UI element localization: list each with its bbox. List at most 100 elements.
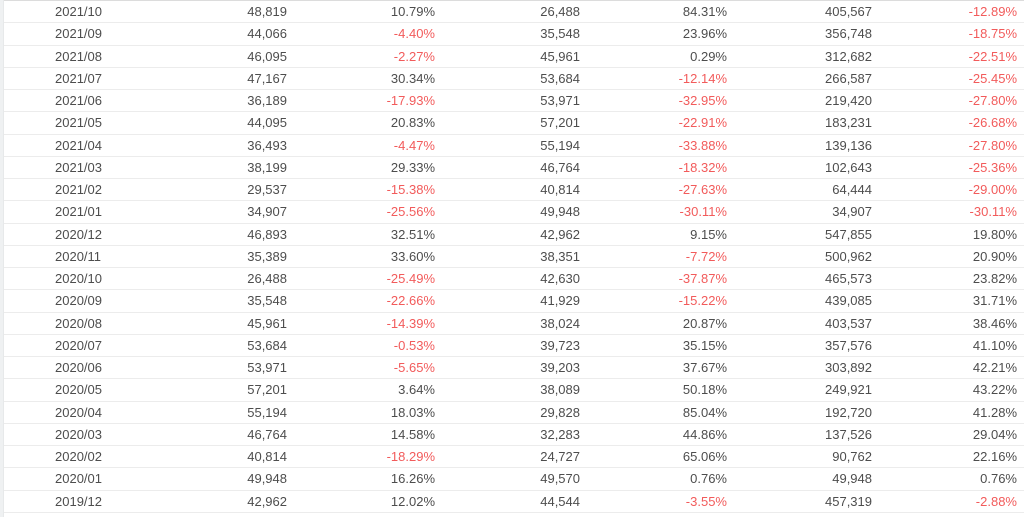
value3-cell: 192,720 <box>825 404 872 420</box>
value2-cell: 32,283 <box>540 426 580 442</box>
value1-cell: 53,971 <box>247 360 287 376</box>
month-cell: 2021/02 <box>55 182 102 198</box>
value2-cell: 42,962 <box>540 226 580 242</box>
value2-cell: 55,194 <box>540 137 580 153</box>
monthly-data-table: 2021/10 48,819 10.79% 26,488 84.31% 405,… <box>4 0 1024 513</box>
value1-cell: 55,194 <box>247 404 287 420</box>
pct3-cell: 31.71% <box>972 293 1017 309</box>
table-row: 2020/04 55,194 18.03% 29,828 85.04% 192,… <box>4 401 1024 424</box>
pct2-cell: -37.87% <box>678 271 727 287</box>
pct1-cell: -15.38% <box>386 182 435 198</box>
value3-cell: 312,682 <box>825 48 872 64</box>
value3-cell: 102,643 <box>825 159 872 175</box>
value1-cell: 45,961 <box>247 315 287 331</box>
pct1-cell: 33.60% <box>390 248 435 264</box>
month-cell: 2020/07 <box>55 337 102 353</box>
value3-cell: 405,567 <box>825 4 872 20</box>
value3-cell: 357,576 <box>825 337 872 353</box>
pct3-cell: -2.88% <box>975 493 1017 509</box>
table-row: 2020/05 57,201 3.64% 38,089 50.18% 249,9… <box>4 379 1024 402</box>
pct1-cell: 10.79% <box>390 4 435 20</box>
pct2-cell: -15.22% <box>678 293 727 309</box>
pct3-cell: -22.51% <box>968 48 1017 64</box>
pct3-cell: 22.16% <box>972 449 1017 465</box>
pct1-cell: -18.29% <box>386 449 435 465</box>
pct2-cell: -33.88% <box>678 137 727 153</box>
month-cell: 2019/12 <box>55 493 102 509</box>
month-cell: 2020/02 <box>55 449 102 465</box>
value3-cell: 439,085 <box>825 293 872 309</box>
pct1-cell: -4.47% <box>393 137 435 153</box>
value2-cell: 38,089 <box>540 382 580 398</box>
pct2-cell: 23.96% <box>682 26 727 42</box>
pct1-cell: -0.53% <box>393 337 435 353</box>
value3-cell: 139,136 <box>825 137 872 153</box>
month-cell: 2020/08 <box>55 315 102 331</box>
pct3-cell: 0.76% <box>980 471 1017 487</box>
month-cell: 2021/08 <box>55 48 102 64</box>
pct3-cell: 20.90% <box>972 248 1017 264</box>
table-row: 2020/10 26,488 -25.49% 42,630 -37.87% 46… <box>4 268 1024 291</box>
pct3-cell: -30.11% <box>969 204 1017 220</box>
pct2-cell: -3.55% <box>685 493 727 509</box>
value3-cell: 49,948 <box>832 471 872 487</box>
value1-cell: 36,493 <box>247 137 287 153</box>
pct3-cell: -27.80% <box>968 93 1017 109</box>
value1-cell: 38,199 <box>247 159 287 175</box>
value1-cell: 35,548 <box>247 293 287 309</box>
pct1-cell: -25.56% <box>386 204 435 220</box>
pct3-cell: -26.68% <box>968 115 1017 131</box>
value1-cell: 46,095 <box>247 48 287 64</box>
pct1-cell: -25.49% <box>386 271 435 287</box>
value2-cell: 38,024 <box>540 315 580 331</box>
pct1-cell: 12.02% <box>390 493 435 509</box>
pct1-cell: -4.40% <box>393 26 435 42</box>
table-row: 2020/07 53,684 -0.53% 39,723 35.15% 357,… <box>4 334 1024 357</box>
pct3-cell: 42.21% <box>972 360 1017 376</box>
value3-cell: 64,444 <box>832 182 872 198</box>
pct2-cell: 0.29% <box>690 48 727 64</box>
pct1-cell: 16.26% <box>390 471 435 487</box>
pct2-cell: 44.86% <box>682 426 727 442</box>
value3-cell: 219,420 <box>825 93 872 109</box>
pct2-cell: 20.87% <box>682 315 727 331</box>
pct2-cell: 0.76% <box>690 471 727 487</box>
value1-cell: 36,189 <box>247 93 287 109</box>
pct2-cell: 85.04% <box>682 404 727 420</box>
value2-cell: 35,548 <box>540 26 580 42</box>
month-cell: 2020/03 <box>55 426 102 442</box>
table-row: 2021/10 48,819 10.79% 26,488 84.31% 405,… <box>4 1 1024 24</box>
value2-cell: 39,723 <box>540 337 580 353</box>
value2-cell: 49,570 <box>540 471 580 487</box>
pct1-cell: 20.83% <box>390 115 435 131</box>
value2-cell: 46,764 <box>540 159 580 175</box>
pct1-cell: -22.66% <box>386 293 435 309</box>
pct1-cell: -5.65% <box>393 360 435 376</box>
value2-cell: 44,544 <box>540 493 580 509</box>
pct1-cell: 3.64% <box>398 382 435 398</box>
table-row: 2021/09 44,066 -4.40% 35,548 23.96% 356,… <box>4 23 1024 46</box>
value1-cell: 44,066 <box>247 26 287 42</box>
pct3-cell: -12.89% <box>968 4 1017 20</box>
pct1-cell: -2.27% <box>393 48 435 64</box>
pct1-cell: 14.58% <box>390 426 435 442</box>
value2-cell: 41,929 <box>540 293 580 309</box>
table-row: 2021/01 34,907 -25.56% 49,948 -30.11% 34… <box>4 201 1024 224</box>
pct2-cell: 65.06% <box>682 449 727 465</box>
month-cell: 2021/03 <box>55 159 102 175</box>
value1-cell: 47,167 <box>247 70 287 86</box>
value1-cell: 48,819 <box>247 4 287 20</box>
value2-cell: 40,814 <box>540 182 580 198</box>
pct2-cell: 9.15% <box>690 226 727 242</box>
value2-cell: 53,971 <box>540 93 580 109</box>
pct2-cell: 37.67% <box>682 360 727 376</box>
value3-cell: 500,962 <box>825 248 872 264</box>
table-row: 2021/03 38,199 29.33% 46,764 -18.32% 102… <box>4 156 1024 179</box>
value2-cell: 57,201 <box>540 115 580 131</box>
value2-cell: 26,488 <box>540 4 580 20</box>
month-cell: 2020/12 <box>55 226 102 242</box>
table-row: 2021/04 36,493 -4.47% 55,194 -33.88% 139… <box>4 134 1024 157</box>
pct1-cell: -14.39% <box>386 315 435 331</box>
value3-cell: 90,762 <box>832 449 872 465</box>
month-cell: 2020/10 <box>55 271 102 287</box>
